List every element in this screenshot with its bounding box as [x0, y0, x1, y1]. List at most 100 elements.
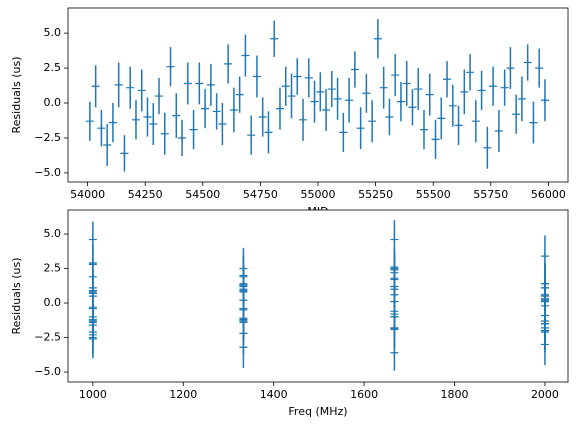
marker [425, 90, 434, 99]
marker [85, 117, 94, 126]
marker [201, 104, 210, 113]
x-tick-label: 55750 [473, 188, 508, 201]
x-axis-label: Freq (MHz) [288, 405, 347, 418]
marker [390, 235, 399, 244]
marker [88, 235, 97, 244]
marker [419, 125, 428, 134]
marker [149, 120, 158, 128]
y-tick-label: −5.0 [34, 166, 61, 179]
marker [88, 259, 97, 268]
marker [339, 128, 348, 137]
marker [218, 120, 227, 128]
axes-frame [67, 209, 569, 383]
marker [241, 51, 250, 60]
marker [431, 135, 440, 144]
marker [239, 264, 248, 273]
marker [239, 318, 248, 327]
marker [166, 62, 175, 71]
marker [471, 117, 480, 126]
marker [385, 113, 394, 122]
marker [322, 106, 331, 115]
y-tick-label: 5.0 [44, 26, 62, 39]
marker [327, 85, 336, 94]
marker [483, 143, 492, 152]
marker [443, 75, 452, 84]
marker [239, 343, 248, 352]
marker [88, 321, 97, 330]
marker [108, 118, 117, 127]
marker [460, 87, 469, 96]
marker [252, 72, 261, 81]
marker [120, 149, 129, 158]
marker [494, 126, 503, 135]
marker [137, 86, 146, 95]
marker [540, 96, 549, 105]
y-tick-label: 2.5 [44, 262, 62, 275]
y-tick-label: 2.5 [44, 61, 62, 74]
marker [239, 287, 248, 296]
x-tick-label: 54500 [185, 188, 220, 201]
y-tick-label: 5.0 [44, 227, 62, 240]
marker [212, 107, 221, 116]
marker [540, 296, 549, 305]
marker [379, 83, 388, 92]
x-tick-label: 1000 [79, 388, 107, 401]
marker [281, 82, 290, 91]
marker [247, 131, 256, 140]
marker [304, 73, 313, 82]
marker [287, 92, 296, 101]
x-tick-label: 54250 [128, 188, 163, 201]
x-tick-label: 55500 [416, 188, 451, 201]
marker [183, 79, 192, 88]
marker [114, 80, 123, 89]
x-tick-label: 55250 [358, 188, 393, 201]
marker [500, 83, 509, 92]
marker [356, 124, 365, 133]
x-tick-label: 1600 [350, 388, 378, 401]
x-tick-label: 54000 [70, 188, 105, 201]
marker [264, 128, 273, 137]
axes-background [68, 8, 568, 182]
marker [368, 117, 377, 126]
y-axis-label: Residuals (us) [10, 57, 23, 134]
x-tick-label: 1200 [169, 388, 197, 401]
marker [448, 101, 457, 110]
marker [540, 326, 549, 335]
marker [408, 103, 417, 112]
y-tick-label: −5.0 [34, 365, 61, 378]
marker [535, 64, 544, 73]
x-tick-label: 56000 [531, 188, 566, 201]
marker [437, 114, 446, 123]
marker [275, 104, 284, 113]
marker [454, 121, 463, 130]
marker [270, 34, 279, 43]
y-tick-label: −2.5 [34, 131, 61, 144]
marker [229, 106, 238, 115]
y-axis-label: Residuals (us) [10, 258, 23, 335]
marker [178, 133, 187, 142]
marker [155, 92, 164, 101]
marker [131, 115, 140, 124]
marker [390, 348, 399, 357]
marker [143, 113, 152, 122]
marker [299, 115, 308, 124]
marker [97, 124, 106, 133]
marker [316, 87, 325, 96]
x-tick-label: 1400 [260, 388, 288, 401]
marker [103, 140, 112, 149]
marker [160, 129, 169, 138]
marker [540, 252, 549, 261]
marker [195, 79, 204, 88]
marker [333, 94, 342, 103]
marker [350, 65, 359, 74]
marker [373, 34, 382, 43]
marker [529, 118, 538, 127]
marker [258, 113, 267, 122]
marker [517, 94, 526, 103]
marker [390, 264, 399, 273]
marker [414, 85, 423, 94]
marker [126, 83, 135, 92]
marker [391, 71, 400, 80]
marker [293, 72, 302, 81]
